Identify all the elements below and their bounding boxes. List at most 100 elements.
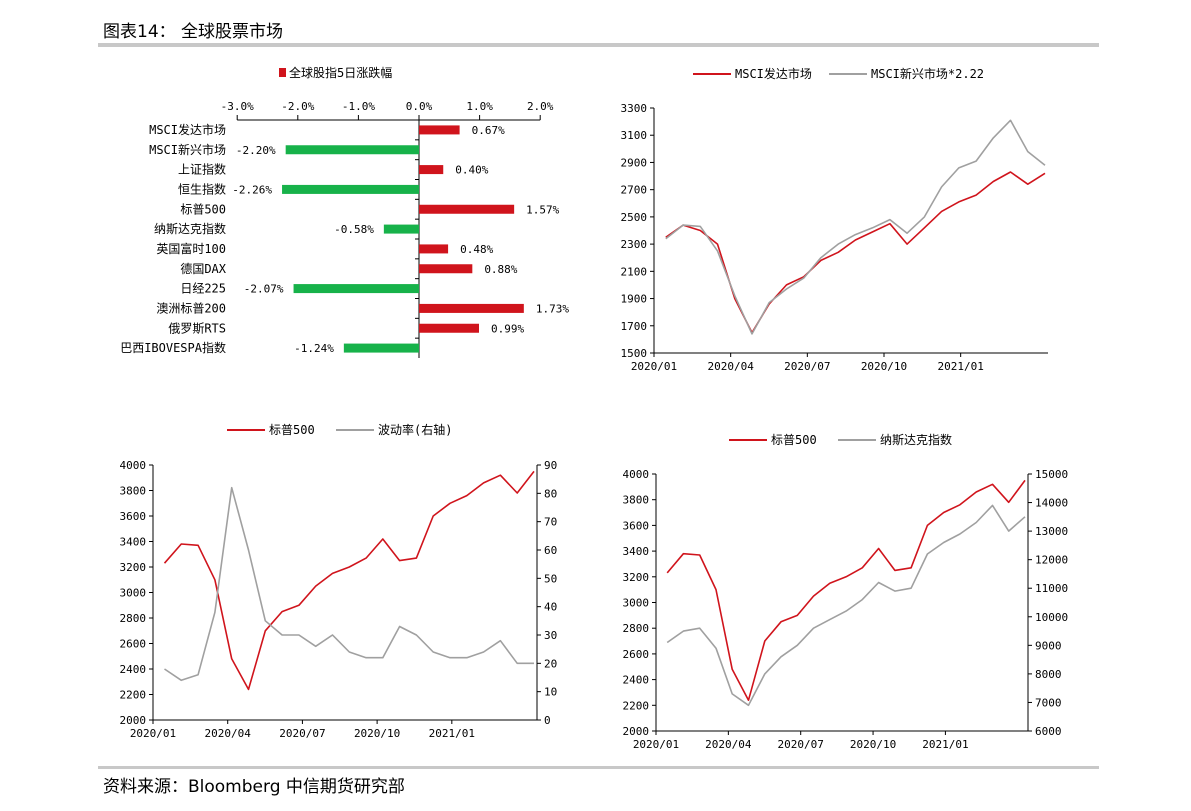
y-tick-label: 2400 bbox=[120, 663, 147, 676]
x-tick-label: -1.0% bbox=[342, 100, 375, 113]
y2-tick-label: 9000 bbox=[1035, 639, 1062, 652]
x-tick-label: 2021/01 bbox=[429, 727, 475, 740]
y-tick-label: 3400 bbox=[623, 545, 650, 558]
x-tick-label: 2020/04 bbox=[707, 360, 754, 373]
y2-tick-label: 15000 bbox=[1035, 468, 1068, 481]
y-tick-label: 2700 bbox=[621, 184, 648, 197]
category-label: 澳洲标普200 bbox=[156, 301, 226, 315]
series-line-0 bbox=[163, 470, 535, 691]
y2-tick-label: 8000 bbox=[1035, 668, 1062, 681]
x-tick-label: 1.0% bbox=[466, 100, 493, 113]
y2-tick-label: 90 bbox=[544, 459, 557, 472]
series-line-1 bbox=[665, 119, 1046, 335]
category-label: 纳斯达克指数 bbox=[154, 221, 226, 236]
bar-1 bbox=[285, 145, 419, 155]
y-tick-label: 2200 bbox=[120, 689, 147, 702]
y-tick-label: 4000 bbox=[120, 459, 147, 472]
y-tick-label: 3300 bbox=[621, 102, 648, 115]
category-label: 巴西IBOVESPA指数 bbox=[120, 340, 226, 355]
value-label: -2.26% bbox=[232, 183, 272, 196]
y-tick-label: 3200 bbox=[120, 561, 147, 574]
top-divider bbox=[98, 43, 1099, 47]
category-label: 恒生指数 bbox=[178, 181, 226, 196]
y-tick-label: 2800 bbox=[120, 612, 147, 625]
legend-label-1: 纳斯达克指数 bbox=[880, 432, 952, 447]
x-tick-label: -3.0% bbox=[221, 100, 254, 113]
bar-7 bbox=[419, 264, 473, 274]
y2-tick-label: 50 bbox=[544, 572, 557, 585]
series-line-1 bbox=[164, 486, 534, 682]
value-label: 0.40% bbox=[455, 164, 488, 177]
source-note: 资料来源：Bloomberg 中信期货研究部 bbox=[103, 777, 405, 797]
y-tick-label: 2000 bbox=[120, 714, 147, 727]
legend-label-5d: 全球股指5日涨跌幅 bbox=[289, 65, 392, 80]
bar-11 bbox=[343, 343, 419, 353]
value-label: -2.20% bbox=[236, 144, 276, 157]
x-tick-label: 2020/01 bbox=[130, 727, 176, 740]
category-label: MSCI新兴市场 bbox=[149, 142, 226, 157]
y2-tick-label: 10 bbox=[544, 686, 557, 699]
y-tick-label: 2500 bbox=[621, 211, 648, 224]
y2-tick-label: 30 bbox=[544, 629, 557, 642]
y-tick-label: 2100 bbox=[621, 265, 648, 278]
bar-5 bbox=[383, 224, 419, 234]
x-tick-label: 2020/01 bbox=[631, 360, 677, 373]
x-tick-label: 2020/04 bbox=[205, 727, 252, 740]
value-label: 0.88% bbox=[484, 263, 517, 276]
x-tick-label: 2020/10 bbox=[850, 738, 896, 751]
y-tick-label: 2900 bbox=[621, 156, 648, 169]
category-label: 德国DAX bbox=[180, 261, 226, 276]
y2-tick-label: 12000 bbox=[1035, 554, 1068, 567]
y2-tick-label: 13000 bbox=[1035, 525, 1068, 538]
y-tick-label: 2300 bbox=[621, 238, 648, 251]
series-line-0 bbox=[666, 479, 1026, 702]
y-tick-label: 2400 bbox=[623, 674, 650, 687]
x-tick-label: 2020/10 bbox=[861, 360, 907, 373]
bar-3 bbox=[282, 184, 419, 194]
y2-tick-label: 6000 bbox=[1035, 725, 1062, 738]
category-label: 上证指数 bbox=[178, 162, 226, 177]
y-tick-label: 3800 bbox=[623, 494, 650, 507]
x-tick-label: 2020/10 bbox=[354, 727, 400, 740]
y2-tick-label: 40 bbox=[544, 601, 557, 614]
y-tick-label: 1900 bbox=[621, 293, 648, 306]
y2-tick-label: 20 bbox=[544, 657, 557, 670]
value-label: -1.24% bbox=[294, 342, 334, 355]
legend-label-1: MSCI新兴市场*2.22 bbox=[871, 66, 984, 81]
x-tick-label: 0.0% bbox=[406, 100, 433, 113]
category-label: 日经225 bbox=[180, 282, 226, 296]
x-tick-label: 2021/01 bbox=[937, 360, 983, 373]
y-tick-label: 3400 bbox=[120, 536, 147, 549]
value-label: 1.73% bbox=[536, 302, 569, 315]
y2-tick-label: 11000 bbox=[1035, 582, 1068, 595]
value-label: 1.57% bbox=[526, 203, 559, 216]
legend-label-1: 波动率(右轴) bbox=[378, 422, 452, 437]
category-label: MSCI发达市场 bbox=[149, 122, 226, 137]
y-tick-label: 2600 bbox=[120, 638, 147, 651]
legend-label-0: 标普500 bbox=[269, 423, 315, 437]
y-tick-label: 2200 bbox=[623, 699, 650, 712]
legend-swatch-5d bbox=[279, 68, 286, 77]
bar-4 bbox=[419, 204, 515, 214]
bar-0 bbox=[419, 125, 460, 135]
x-tick-label: 2020/07 bbox=[279, 727, 325, 740]
bar-10 bbox=[419, 323, 479, 333]
y2-tick-label: 10000 bbox=[1035, 611, 1068, 624]
y-tick-label: 4000 bbox=[623, 468, 650, 481]
y-tick-label: 3000 bbox=[623, 597, 650, 610]
y2-tick-label: 70 bbox=[544, 516, 557, 529]
y-tick-label: 2800 bbox=[623, 622, 650, 635]
category-label: 英国富时100 bbox=[156, 241, 226, 256]
x-tick-label: 2.0% bbox=[527, 100, 554, 113]
value-label: 0.99% bbox=[491, 322, 524, 335]
bar-2 bbox=[419, 165, 444, 175]
y-tick-label: 2000 bbox=[623, 725, 650, 738]
y-tick-label: 1500 bbox=[621, 347, 648, 360]
y-tick-label: 3100 bbox=[621, 129, 648, 142]
y-tick-label: 2600 bbox=[623, 648, 650, 661]
x-tick-label: 2021/01 bbox=[922, 738, 968, 751]
category-label: 俄罗斯RTS bbox=[168, 321, 226, 335]
value-label: -2.07% bbox=[244, 283, 284, 296]
